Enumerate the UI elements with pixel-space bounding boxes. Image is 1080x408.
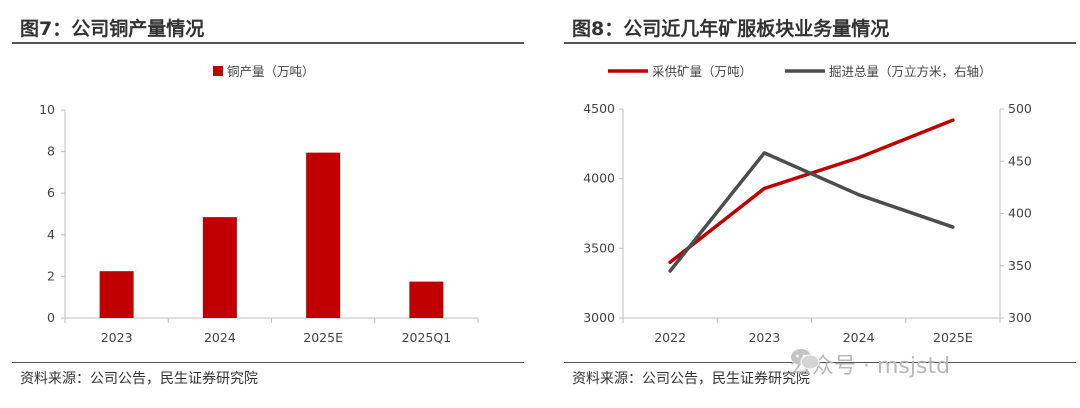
- legend-label-ore-supply: 采供矿量（万吨）: [652, 64, 752, 79]
- x-tick-label: 2023: [748, 330, 780, 345]
- y-left-tick-label: 3500: [583, 240, 615, 255]
- y-left-tick-label: 3000: [583, 310, 615, 325]
- copper-output-bar-chart: 铜产量（万吨） 0 2 4 6 8 10 2023 2024 2025E 2025Q1: [39, 64, 479, 345]
- x-tick-label: 2025E: [933, 330, 973, 345]
- bar-2025E: [306, 152, 341, 318]
- y-right-tick-label: 350: [1008, 258, 1032, 273]
- y-tick-label: 2: [47, 268, 55, 283]
- left-title-rule: [12, 42, 524, 44]
- right-figure-panel: 图8：公司近几年矿服板块业务量情况 采供矿量（万吨） 掘进总量（万立方米，右轴） 3…: [552, 0, 1080, 408]
- watermark: 公众号 · msjstd: [790, 348, 950, 380]
- mining-service-line-chart: 采供矿量（万吨） 掘进总量（万立方米，右轴） 3000 3500 4000 4500 300…: [583, 64, 1032, 345]
- right-figure-title: 图8：公司近几年矿服板块业务量情况: [572, 18, 890, 40]
- y-tick-label: 0: [47, 310, 55, 325]
- wechat-icon: [791, 349, 820, 370]
- y-left-tick-label: 4000: [583, 171, 615, 186]
- right-bottom-rule: [564, 362, 1076, 363]
- bar-2024: [202, 217, 237, 318]
- legend-label-copper-output: 铜产量（万吨）: [227, 64, 315, 79]
- y-tick-label: 10: [39, 102, 55, 117]
- y-right-tick-label: 450: [1008, 153, 1032, 168]
- y-right-tick-label: 400: [1008, 206, 1032, 221]
- left-figure-panel: 图7：公司铜产量情况 铜产量（万吨） 0 2 4 6 8 10 2023 2024 2025E 20…: [0, 0, 528, 408]
- x-tick-label: 2025Q1: [402, 330, 452, 345]
- y-right-tick-label: 300: [1008, 310, 1032, 325]
- bar-2023: [99, 271, 134, 318]
- y-tick-label: 6: [47, 185, 55, 200]
- left-bottom-rule: [12, 362, 524, 363]
- series-line-ore-supply: [668, 118, 955, 265]
- x-tick-label: 2023: [101, 330, 133, 345]
- left-figure-title: 图7：公司铜产量情况: [20, 18, 205, 40]
- y-tick-label: 8: [47, 144, 55, 159]
- left-source-note: 资料来源：公司公告，民生证券研究院: [20, 371, 258, 387]
- x-tick-label: 2022: [654, 330, 686, 345]
- right-source-note: 资料来源：公司公告，民生证券研究院: [572, 371, 810, 387]
- bar-2025Q1: [409, 281, 444, 318]
- right-title-rule: [564, 42, 1076, 44]
- x-tick-label: 2024: [843, 330, 875, 345]
- y-left-tick-label: 4500: [583, 101, 615, 116]
- series-line-tunneling: [668, 151, 955, 273]
- y-right-tick-label: 500: [1008, 101, 1032, 116]
- y-tick-label: 4: [47, 227, 55, 242]
- x-tick-label: 2024: [204, 330, 236, 345]
- x-tick-label: 2025E: [303, 330, 343, 345]
- legend-swatch-copper-output: [213, 66, 223, 76]
- legend-label-tunneling: 掘进总量（万立方米，右轴）: [829, 64, 992, 79]
